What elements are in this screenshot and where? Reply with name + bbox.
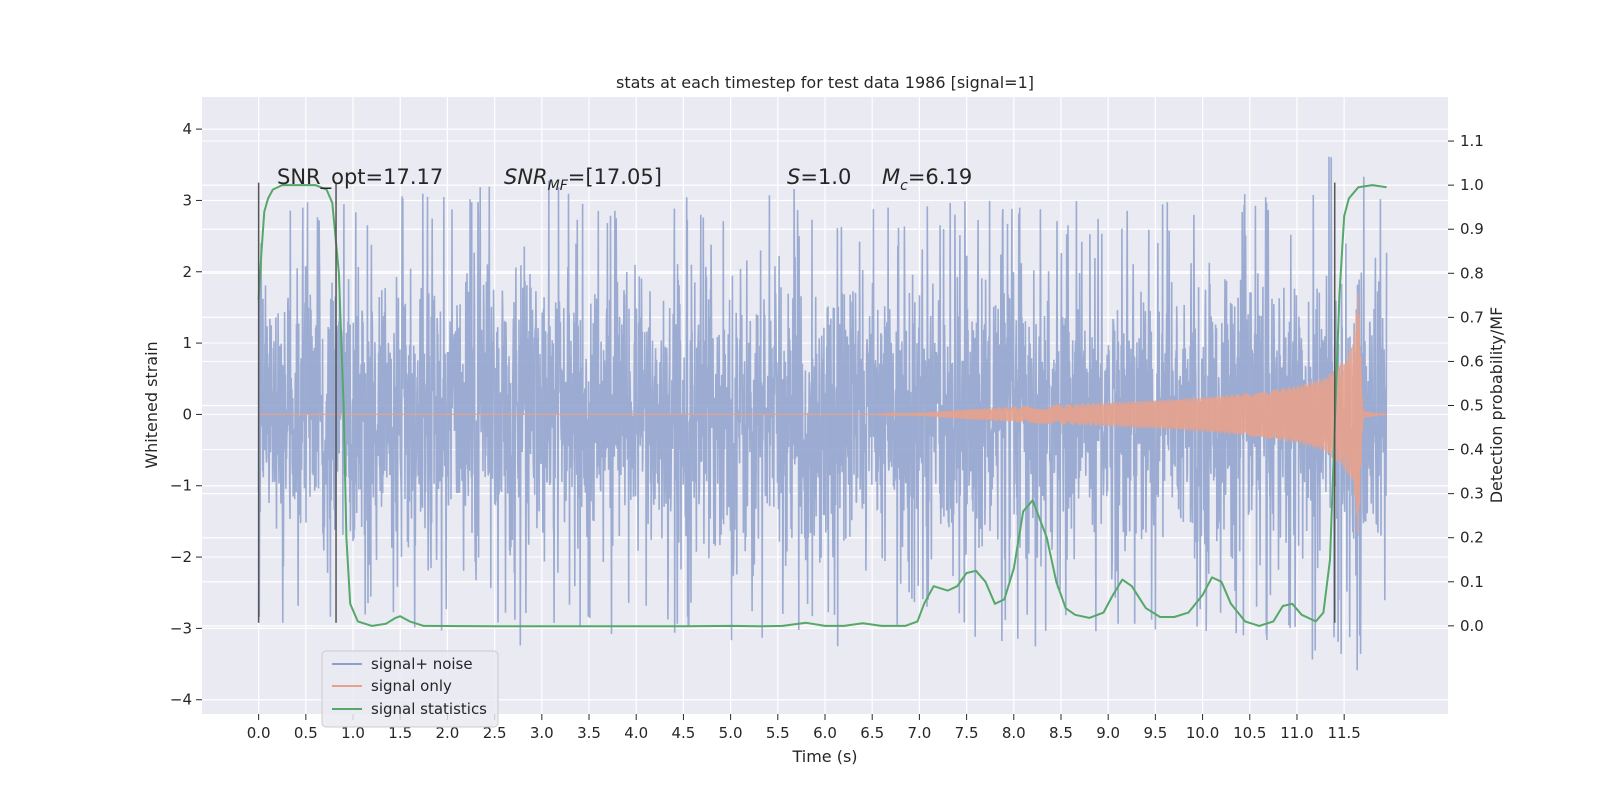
annotation-snr-mf: SNRMF=[17.05] bbox=[504, 165, 662, 194]
y-right-tick-label: 0.3 bbox=[1460, 485, 1484, 503]
y-left-tick-label: 0 bbox=[182, 405, 192, 423]
x-tick-label: 10.0 bbox=[1186, 724, 1219, 742]
y-axis-right-label: Detection probability/MF bbox=[1487, 307, 1506, 504]
x-tick-label: 8.5 bbox=[1049, 724, 1073, 742]
annotation-snr-mf-subscript: MF bbox=[548, 178, 569, 194]
annotation-snr-opt: SNR_opt=17.17 bbox=[277, 165, 443, 190]
y-right-tick-label: 1.1 bbox=[1460, 132, 1484, 150]
y-left-tick-label: −3 bbox=[170, 619, 192, 637]
y-right-tick-label: 0.1 bbox=[1460, 573, 1484, 591]
y-right-tick-label: 1.0 bbox=[1460, 176, 1484, 194]
series-signal-noise bbox=[257, 156, 1388, 671]
annotation-mc-subscript: c bbox=[900, 178, 908, 194]
legend-label-signal-noise: signal+ noise bbox=[371, 655, 473, 673]
annotation-mc-symbol: M bbox=[882, 165, 900, 189]
vertical-markers bbox=[257, 182, 1336, 623]
x-tick-label: 7.5 bbox=[955, 724, 979, 742]
x-tick-label: 9.0 bbox=[1096, 724, 1120, 742]
x-tick-label: 2.0 bbox=[435, 724, 459, 742]
x-tick-label: 5.5 bbox=[766, 724, 790, 742]
x-tick-label: 11.5 bbox=[1327, 724, 1360, 742]
x-tick-label: 4.0 bbox=[624, 724, 648, 742]
y-right-tick-label: 0.9 bbox=[1460, 220, 1484, 238]
y-right-tick-label: 0.4 bbox=[1460, 441, 1484, 459]
y-right-tick-label: 0.2 bbox=[1460, 529, 1484, 547]
annotation-mc-value: =6.19 bbox=[908, 165, 972, 189]
y-left-tick-label: −4 bbox=[170, 691, 192, 709]
y-right-tick-label: 0.7 bbox=[1460, 308, 1484, 326]
y-right-tick-label: 0.6 bbox=[1460, 352, 1484, 370]
series-signal-only bbox=[258, 293, 1387, 533]
series-signal-statistics bbox=[257, 184, 1387, 628]
annotation-s-value: =1.0 bbox=[800, 165, 851, 189]
x-tick-label: 0.0 bbox=[247, 724, 271, 742]
y-left-tick-label: 1 bbox=[182, 334, 192, 352]
legend-box bbox=[321, 650, 499, 728]
x-tick-label: 1.0 bbox=[341, 724, 365, 742]
y-right-tick-label: 0.5 bbox=[1460, 397, 1484, 415]
y-left-tick-label: 3 bbox=[182, 191, 192, 209]
y-left-tick-label: −2 bbox=[170, 548, 192, 566]
x-tick-label: 8.0 bbox=[1002, 724, 1026, 742]
annotations: SNR_opt=17.17 SNRMF=[17.05] S=1.0 Mc=6.1… bbox=[277, 165, 972, 194]
y-left-tick-label: −1 bbox=[170, 477, 192, 495]
x-tick-label: 7.0 bbox=[907, 724, 931, 742]
y-right-tick-label: 0.8 bbox=[1460, 264, 1484, 282]
legend: signal+ noise signal only signal statist… bbox=[321, 650, 499, 728]
y-axis-left-label: Whitened strain bbox=[142, 341, 161, 468]
annotation-mc: Mc=6.19 bbox=[882, 165, 972, 194]
x-tick-label: 5.0 bbox=[719, 724, 743, 742]
x-tick-label: 1.5 bbox=[388, 724, 412, 742]
x-tick-label: 11.0 bbox=[1280, 724, 1313, 742]
annotation-s-symbol: S bbox=[787, 165, 800, 189]
x-tick-label: 6.5 bbox=[860, 724, 884, 742]
annotation-s: S=1.0 bbox=[787, 165, 851, 189]
annotation-snr-mf-value: =[17.05] bbox=[568, 165, 662, 189]
y-right-tick-label: 0.0 bbox=[1460, 617, 1484, 635]
legend-label-signal-only: signal only bbox=[371, 677, 452, 695]
y-left-tick-label: 2 bbox=[182, 263, 192, 281]
x-tick-label: 10.5 bbox=[1233, 724, 1266, 742]
legend-label-signal-statistics: signal statistics bbox=[371, 700, 487, 718]
x-tick-label: 0.5 bbox=[294, 724, 318, 742]
x-axis-label: Time (s) bbox=[791, 747, 857, 766]
x-tick-label: 3.5 bbox=[577, 724, 601, 742]
series-layer bbox=[257, 156, 1388, 671]
x-tick-label: 2.5 bbox=[483, 724, 507, 742]
x-tick-label: 3.0 bbox=[530, 724, 554, 742]
x-tick-label: 4.5 bbox=[671, 724, 695, 742]
x-tick-label: 6.0 bbox=[813, 724, 837, 742]
chart-title: stats at each timestep for test data 198… bbox=[616, 73, 1034, 92]
axes: 0.0 0.5 1.0 1.5 2.0 2.5 3.0 3.5 4.0 4.5 5.0 5.5 6.0 6… bbox=[170, 120, 1484, 742]
x-tick-label: 9.5 bbox=[1143, 724, 1167, 742]
y-left-tick-label: 4 bbox=[182, 120, 192, 138]
annotation-snr-mf-symbol: SNR bbox=[504, 165, 548, 189]
